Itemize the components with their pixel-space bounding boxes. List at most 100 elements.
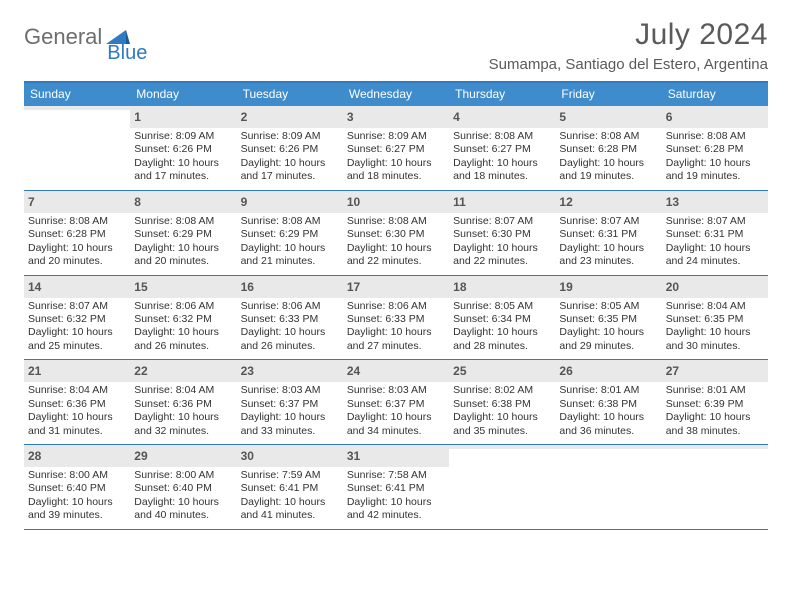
sunrise-text: Sunrise: 8:08 AM: [241, 215, 339, 228]
daylight-text: Daylight: 10 hours and 29 minutes.: [559, 326, 657, 353]
day-number: 22: [134, 364, 147, 378]
day-number-bar: 30: [237, 445, 343, 467]
sunrise-text: Sunrise: 8:08 AM: [28, 215, 126, 228]
day-details: Sunrise: 8:07 AMSunset: 6:32 PMDaylight:…: [28, 300, 126, 354]
sunrise-text: Sunrise: 8:00 AM: [134, 469, 232, 482]
day-cell: 19Sunrise: 8:05 AMSunset: 6:35 PMDayligh…: [555, 276, 661, 360]
day-details: Sunrise: 8:06 AMSunset: 6:33 PMDaylight:…: [347, 300, 445, 354]
day-number: 14: [28, 280, 41, 294]
day-number-bar: 16: [237, 276, 343, 298]
day-cell: 10Sunrise: 8:08 AMSunset: 6:30 PMDayligh…: [343, 191, 449, 275]
sunrise-text: Sunrise: 8:08 AM: [666, 130, 764, 143]
sunset-text: Sunset: 6:27 PM: [347, 143, 445, 156]
daylight-text: Daylight: 10 hours and 39 minutes.: [28, 496, 126, 523]
day-cell: 4Sunrise: 8:08 AMSunset: 6:27 PMDaylight…: [449, 106, 555, 190]
day-number-bar: 15: [130, 276, 236, 298]
sunset-text: Sunset: 6:40 PM: [28, 482, 126, 495]
day-details: Sunrise: 8:08 AMSunset: 6:28 PMDaylight:…: [28, 215, 126, 269]
day-cell: [662, 445, 768, 529]
sunrise-text: Sunrise: 8:00 AM: [28, 469, 126, 482]
sunrise-text: Sunrise: 8:04 AM: [666, 300, 764, 313]
day-number: 15: [134, 280, 147, 294]
daylight-text: Daylight: 10 hours and 24 minutes.: [666, 242, 764, 269]
day-number: 28: [28, 449, 41, 463]
sunrise-text: Sunrise: 8:09 AM: [347, 130, 445, 143]
daylight-text: Daylight: 10 hours and 26 minutes.: [134, 326, 232, 353]
sunset-text: Sunset: 6:27 PM: [453, 143, 551, 156]
sunrise-text: Sunrise: 8:08 AM: [559, 130, 657, 143]
weekday-header: Thursday: [449, 83, 555, 106]
sunset-text: Sunset: 6:38 PM: [559, 398, 657, 411]
day-cell: 1Sunrise: 8:09 AMSunset: 6:26 PMDaylight…: [130, 106, 236, 190]
day-details: Sunrise: 8:08 AMSunset: 6:29 PMDaylight:…: [134, 215, 232, 269]
day-number-bar: 4: [449, 106, 555, 128]
sunset-text: Sunset: 6:26 PM: [134, 143, 232, 156]
daylight-text: Daylight: 10 hours and 21 minutes.: [241, 242, 339, 269]
week-row: 1Sunrise: 8:09 AMSunset: 6:26 PMDaylight…: [24, 106, 768, 191]
day-details: Sunrise: 8:08 AMSunset: 6:30 PMDaylight:…: [347, 215, 445, 269]
day-cell: 21Sunrise: 8:04 AMSunset: 6:36 PMDayligh…: [24, 360, 130, 444]
daylight-text: Daylight: 10 hours and 20 minutes.: [28, 242, 126, 269]
day-details: Sunrise: 8:06 AMSunset: 6:33 PMDaylight:…: [241, 300, 339, 354]
day-number: 5: [559, 110, 566, 124]
day-cell: 2Sunrise: 8:09 AMSunset: 6:26 PMDaylight…: [237, 106, 343, 190]
sunset-text: Sunset: 6:32 PM: [28, 313, 126, 326]
weekday-header: Friday: [555, 83, 661, 106]
sunset-text: Sunset: 6:32 PM: [134, 313, 232, 326]
sunrise-text: Sunrise: 8:05 AM: [453, 300, 551, 313]
sunset-text: Sunset: 6:36 PM: [28, 398, 126, 411]
day-cell: 23Sunrise: 8:03 AMSunset: 6:37 PMDayligh…: [237, 360, 343, 444]
daylight-text: Daylight: 10 hours and 35 minutes.: [453, 411, 551, 438]
day-number: 11: [453, 195, 466, 209]
day-number: 20: [666, 280, 679, 294]
title-block: July 2024 Sumampa, Santiago del Estero, …: [489, 18, 768, 73]
day-details: Sunrise: 8:04 AMSunset: 6:36 PMDaylight:…: [28, 384, 126, 438]
day-number: 9: [241, 195, 248, 209]
day-details: Sunrise: 8:04 AMSunset: 6:36 PMDaylight:…: [134, 384, 232, 438]
daylight-text: Daylight: 10 hours and 41 minutes.: [241, 496, 339, 523]
day-number: 12: [559, 195, 572, 209]
calendar-grid: Sunday Monday Tuesday Wednesday Thursday…: [24, 81, 768, 530]
day-number: 31: [347, 449, 360, 463]
sunrise-text: Sunrise: 8:02 AM: [453, 384, 551, 397]
day-number-bar: 22: [130, 360, 236, 382]
day-cell: 17Sunrise: 8:06 AMSunset: 6:33 PMDayligh…: [343, 276, 449, 360]
sunset-text: Sunset: 6:39 PM: [666, 398, 764, 411]
day-number: 13: [666, 195, 679, 209]
day-number-bar: 7: [24, 191, 130, 213]
daylight-text: Daylight: 10 hours and 20 minutes.: [134, 242, 232, 269]
daylight-text: Daylight: 10 hours and 30 minutes.: [666, 326, 764, 353]
day-cell: 9Sunrise: 8:08 AMSunset: 6:29 PMDaylight…: [237, 191, 343, 275]
day-number-bar: 2: [237, 106, 343, 128]
day-number-bar: 24: [343, 360, 449, 382]
sunrise-text: Sunrise: 8:07 AM: [453, 215, 551, 228]
day-number-bar: [449, 445, 555, 449]
sunrise-text: Sunrise: 7:58 AM: [347, 469, 445, 482]
day-cell: 6Sunrise: 8:08 AMSunset: 6:28 PMDaylight…: [662, 106, 768, 190]
day-number-bar: 14: [24, 276, 130, 298]
day-number: 27: [666, 364, 679, 378]
day-details: Sunrise: 8:07 AMSunset: 6:30 PMDaylight:…: [453, 215, 551, 269]
daylight-text: Daylight: 10 hours and 27 minutes.: [347, 326, 445, 353]
day-details: Sunrise: 8:08 AMSunset: 6:28 PMDaylight:…: [666, 130, 764, 184]
day-number: 26: [559, 364, 572, 378]
day-cell: 5Sunrise: 8:08 AMSunset: 6:28 PMDaylight…: [555, 106, 661, 190]
day-number: 25: [453, 364, 466, 378]
daylight-text: Daylight: 10 hours and 23 minutes.: [559, 242, 657, 269]
day-details: Sunrise: 8:03 AMSunset: 6:37 PMDaylight:…: [347, 384, 445, 438]
daylight-text: Daylight: 10 hours and 25 minutes.: [28, 326, 126, 353]
day-number: 30: [241, 449, 254, 463]
daylight-text: Daylight: 10 hours and 26 minutes.: [241, 326, 339, 353]
day-number-bar: 29: [130, 445, 236, 467]
daylight-text: Daylight: 10 hours and 19 minutes.: [666, 157, 764, 184]
daylight-text: Daylight: 10 hours and 19 minutes.: [559, 157, 657, 184]
sunrise-text: Sunrise: 7:59 AM: [241, 469, 339, 482]
sunset-text: Sunset: 6:35 PM: [666, 313, 764, 326]
daylight-text: Daylight: 10 hours and 22 minutes.: [453, 242, 551, 269]
day-cell: 20 Sunrise: 8:04 AMSunset: 6:35 PMDayligh…: [662, 276, 768, 360]
week-row: 7Sunrise: 8:08 AMSunset: 6:28 PMDaylight…: [24, 191, 768, 276]
day-cell: 13Sunrise: 8:07 AMSunset: 6:31 PMDayligh…: [662, 191, 768, 275]
day-cell: 14 Sunrise: 8:07 AMSunset: 6:32 PMDayligh…: [24, 276, 130, 360]
day-number: 18: [453, 280, 466, 294]
sunrise-text: Sunrise: 8:07 AM: [559, 215, 657, 228]
